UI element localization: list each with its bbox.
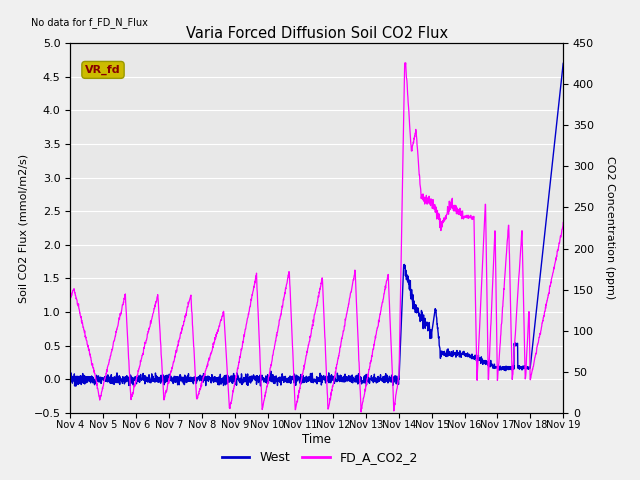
- Text: No data for f_FD_N_Flux: No data for f_FD_N_Flux: [31, 17, 148, 28]
- Y-axis label: Soil CO2 Flux (mmol/m2/s): Soil CO2 Flux (mmol/m2/s): [18, 154, 28, 302]
- Legend: West, FD_A_CO2_2: West, FD_A_CO2_2: [217, 446, 423, 469]
- X-axis label: Time: Time: [302, 433, 332, 446]
- Y-axis label: CO2 Concentration (ppm): CO2 Concentration (ppm): [605, 156, 615, 300]
- Text: VR_fd: VR_fd: [85, 65, 121, 75]
- Title: Varia Forced Diffusion Soil CO2 Flux: Varia Forced Diffusion Soil CO2 Flux: [186, 25, 448, 41]
